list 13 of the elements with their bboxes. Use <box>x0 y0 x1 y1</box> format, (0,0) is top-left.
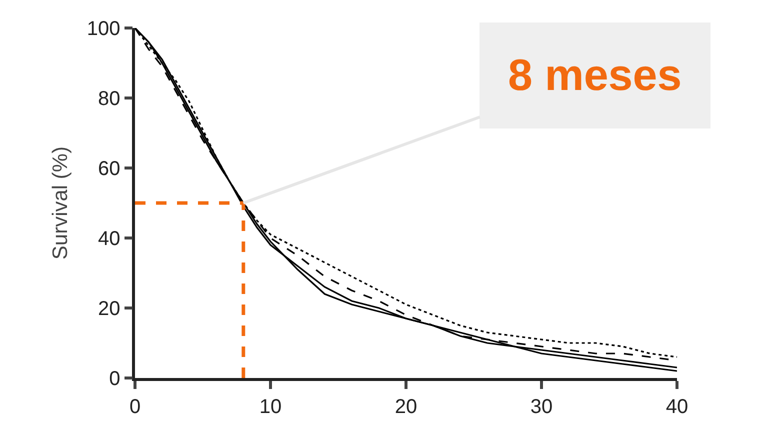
x-tick-label: 30 <box>530 396 553 418</box>
y-tick-label: 0 <box>109 368 120 390</box>
y-tick-label: 80 <box>98 88 120 110</box>
y-tick-label: 100 <box>86 18 120 40</box>
annotation: 8 meses <box>508 51 682 100</box>
y-axis-title: Survival (%) <box>49 146 72 260</box>
x-tick-label: 10 <box>259 396 282 418</box>
x-tick-label: 20 <box>394 396 418 418</box>
x-tick-label: 0 <box>129 396 141 418</box>
y-tick-label: 60 <box>98 158 120 180</box>
x-tick-label: 40 <box>666 396 688 418</box>
y-tick-label: 40 <box>98 228 120 250</box>
y-tick-label: 20 <box>98 298 120 320</box>
